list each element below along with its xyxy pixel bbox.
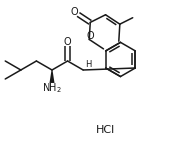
Text: O: O: [86, 32, 94, 41]
Text: HCl: HCl: [95, 125, 115, 135]
Polygon shape: [49, 70, 54, 83]
Text: NH$_2$: NH$_2$: [42, 82, 62, 95]
Text: O: O: [70, 7, 78, 17]
Text: H: H: [85, 60, 92, 69]
Text: O: O: [64, 37, 71, 47]
